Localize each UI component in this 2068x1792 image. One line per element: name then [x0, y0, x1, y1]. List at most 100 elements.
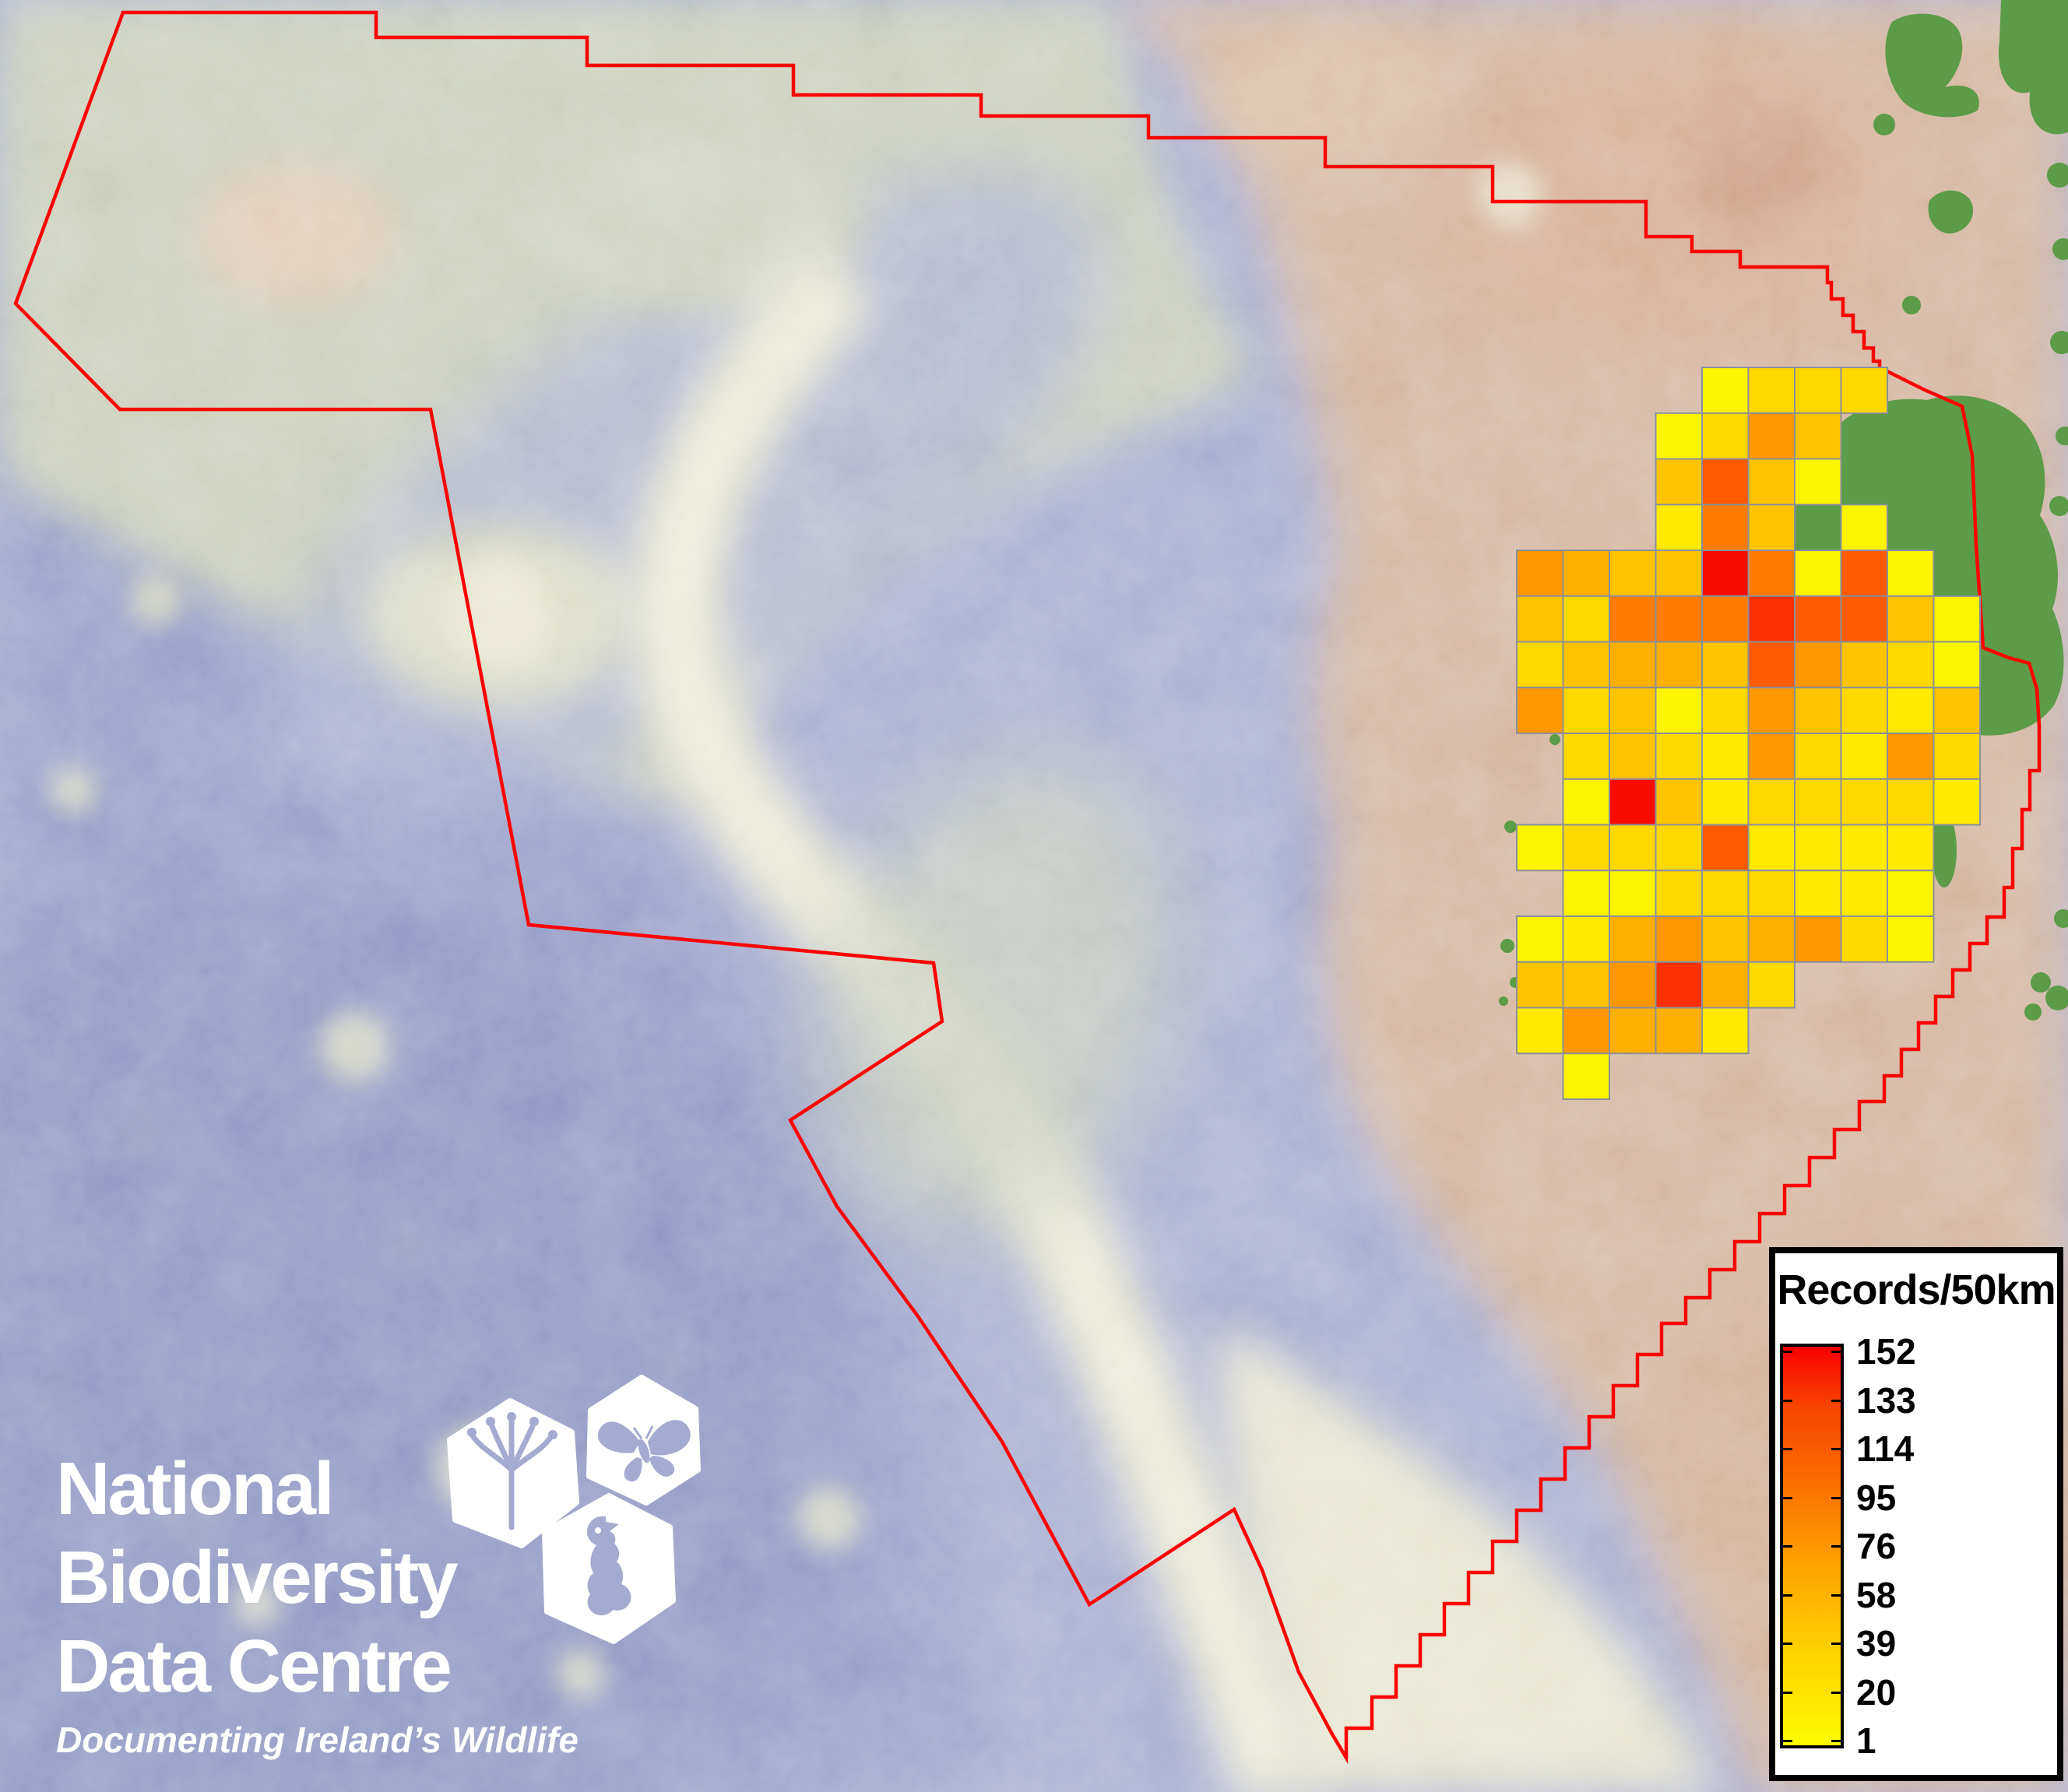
legend-tick: [1783, 1351, 1792, 1353]
grid-cell: [1562, 778, 1610, 826]
logo-tagline: Documenting Ireland’s Wildlife: [56, 1720, 579, 1760]
grid-cell: [1933, 778, 1981, 826]
legend-tick: [1831, 1496, 1841, 1499]
logo-line-1: National: [56, 1447, 335, 1530]
legend-tick: [1783, 1496, 1792, 1499]
grid-cell: [1562, 595, 1610, 643]
grid-cell: [1562, 550, 1610, 597]
grid-cell: [1747, 687, 1795, 735]
grid-cell: [1655, 870, 1703, 918]
grid-cell: [1516, 824, 1564, 872]
grid-cell: [1609, 641, 1657, 689]
grid-cell: [1747, 367, 1795, 414]
grid-cell: [1794, 733, 1842, 780]
grid-cell: [1701, 412, 1750, 460]
grid-cell: [1933, 733, 1981, 780]
grid-cell: [1747, 550, 1795, 597]
legend-colorbar: [1780, 1344, 1844, 1748]
grid-cell: [1655, 412, 1703, 460]
grid-cell: [1655, 458, 1703, 506]
grid-cell: [1701, 641, 1750, 689]
grid-cell: [1794, 870, 1842, 918]
grid-cell: [1887, 915, 1935, 963]
grid-cell: [1655, 550, 1703, 597]
grid-cell: [1747, 733, 1795, 780]
grid-cell: [1840, 870, 1888, 918]
grid-cell: [1701, 733, 1750, 780]
grid-cell: [1655, 641, 1703, 689]
grid-cell: [1747, 641, 1795, 689]
grid-cell: [1701, 687, 1750, 735]
grid-cell: [1701, 870, 1750, 918]
grid-cell: [1516, 1007, 1564, 1055]
grid-cell: [1840, 778, 1888, 826]
legend-tick: [1831, 1399, 1841, 1402]
grid-cell: [1887, 550, 1935, 597]
grid-cell: [1609, 1007, 1657, 1055]
legend-label: 39: [1856, 1623, 1897, 1664]
grid-cell: [1794, 687, 1842, 735]
grid-cell: [1609, 915, 1657, 963]
grid-cell: [1747, 595, 1795, 643]
grid-cell: [1747, 870, 1795, 918]
grid-cell: [1609, 733, 1657, 780]
records-grid: [1516, 367, 1981, 1101]
logo-line-3: Data Centre: [56, 1625, 452, 1708]
tree-sprig-icon: [467, 1412, 557, 1530]
grid-cell: [1840, 595, 1888, 643]
grid-cell: [1701, 824, 1750, 872]
grid-cell: [1562, 687, 1610, 735]
grid-cell: [1840, 367, 1888, 414]
logo-hexagons: [447, 1375, 701, 1644]
legend-label: 58: [1856, 1574, 1897, 1615]
grid-cell: [1609, 824, 1657, 872]
grid-cell: [1701, 595, 1750, 643]
grid-cell: [1794, 915, 1842, 963]
legend-tick: [1831, 1740, 1841, 1742]
grid-cell: [1562, 733, 1610, 780]
grid-cell: [1655, 1007, 1703, 1055]
scotland-coast: [1998, 0, 2068, 135]
grid-cell: [1747, 458, 1795, 506]
grid-cell: [1747, 778, 1795, 826]
grid-cell: [1747, 961, 1795, 1009]
grid-cell: [1887, 687, 1935, 735]
grid-cell: [1794, 412, 1842, 460]
grid-cell: [1701, 550, 1750, 597]
grid-cell: [1887, 824, 1935, 872]
grid-cell: [1840, 915, 1888, 963]
legend-label: 152: [1856, 1331, 1916, 1372]
eez-boundary: [13, 10, 2042, 1765]
grid-cell: [1562, 1007, 1610, 1055]
legend-label: 76: [1856, 1526, 1897, 1566]
grid-cell: [1655, 687, 1703, 735]
grid-cell: [1701, 1007, 1750, 1055]
grid-cell: [1701, 778, 1750, 826]
legend-tick: [1831, 1351, 1841, 1353]
legend-tick: [1783, 1545, 1792, 1548]
grid-cell: [1655, 778, 1703, 826]
grid-cell: [1701, 458, 1750, 506]
grid-cell: [1747, 915, 1795, 963]
legend-tick: [1783, 1593, 1792, 1597]
grid-cell: [1655, 961, 1703, 1009]
grid-cell: [1887, 595, 1935, 643]
legend-label: 1: [1856, 1720, 1876, 1761]
seahorse-icon: [587, 1516, 631, 1616]
nbdc-logo: National Biodiversity Data Centre Docume…: [56, 1445, 579, 1761]
grid-cell: [1840, 641, 1888, 689]
grid-cell: [1701, 915, 1750, 963]
grid-cell: [1609, 595, 1657, 643]
grid-cell: [1794, 458, 1842, 506]
grid-cell: [1655, 504, 1703, 552]
grid-cell: [1655, 915, 1703, 963]
grid-cell: [1794, 778, 1842, 826]
grid-cell: [1794, 367, 1842, 414]
grid-cell: [1840, 824, 1888, 872]
legend-tick: [1831, 1643, 1841, 1645]
scottish-isle-1: [1885, 13, 1979, 118]
grid-cell: [1609, 870, 1657, 918]
grid-cell: [1840, 550, 1888, 597]
grid-cell: [1794, 824, 1842, 872]
